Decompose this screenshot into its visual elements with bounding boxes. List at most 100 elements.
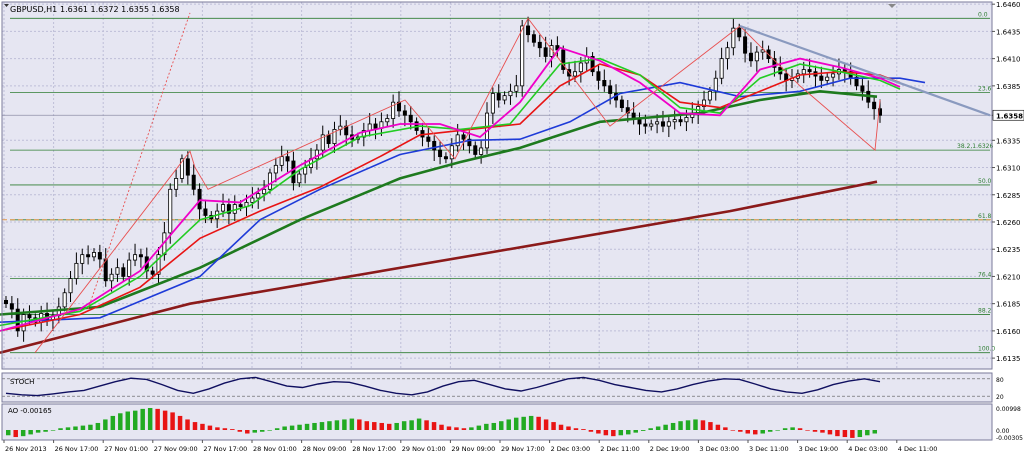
collapse-arrow-icon[interactable] (4, 4, 9, 7)
ao-bar (416, 418, 422, 430)
candle-body (297, 173, 302, 184)
ao-bar (835, 430, 840, 437)
fib-level-label: 23.6 (978, 85, 992, 92)
fib-level-label: 50.0 (978, 178, 992, 185)
ao-bar (678, 421, 683, 430)
ao-bar (790, 427, 795, 430)
time-tick-label: 2 Dec 19:00 (650, 445, 690, 453)
ao-bar (812, 430, 818, 432)
ao-bar (334, 420, 340, 430)
candle-body (819, 75, 824, 81)
candle-body (672, 119, 677, 123)
time-tick-label: 2 Dec 03:00 (551, 445, 591, 453)
time-tick-label: 27 Nov 17:00 (203, 445, 247, 453)
candle-body (807, 69, 812, 73)
candle-body (197, 188, 202, 210)
price-tick-label: 1.6410 (996, 56, 1021, 64)
zigzag (34, 12, 991, 353)
time-tick-label: 3 Dec 11:00 (749, 445, 789, 453)
candle-body (526, 25, 531, 36)
ao-bar (700, 420, 706, 430)
candle-body (772, 58, 777, 68)
candle-body (21, 314, 26, 332)
candle-body (408, 114, 413, 123)
ao-bar (162, 410, 168, 430)
ma-slowest-line (0, 180, 878, 354)
time-tick-label: 3 Dec 19:00 (799, 445, 839, 453)
candle-body (537, 41, 542, 49)
stochastic-panel[interactable] (2, 373, 992, 402)
ao-bar (259, 430, 265, 432)
ao-bar (461, 428, 467, 430)
candle-body (179, 158, 184, 179)
ao-bar (536, 416, 541, 430)
ao-bar (35, 430, 41, 433)
ao-bar (43, 430, 48, 432)
ma-fast-green-line (0, 57, 901, 327)
candle-body (373, 123, 378, 129)
candle-body (531, 34, 536, 43)
ma-slow-line (0, 89, 878, 316)
fib-level-label: 38.2,1.6326 (957, 143, 993, 150)
candle-body (191, 174, 196, 190)
candle-body (138, 254, 143, 258)
ao-bar (506, 419, 511, 430)
time-tick-label: 26 Nov 17:00 (55, 445, 99, 453)
ao-bar (663, 424, 668, 430)
ao-bar (797, 428, 803, 430)
candle-body (490, 93, 495, 114)
ao-bar (745, 430, 751, 434)
ao-bar (297, 424, 302, 430)
ao-bar (155, 408, 160, 430)
ao-bar (80, 425, 86, 430)
ao-bar (409, 420, 414, 430)
candle-body (572, 71, 577, 77)
candle-body (226, 204, 231, 214)
candle-body (250, 197, 255, 203)
shift-marker-icon[interactable] (888, 4, 896, 8)
candle-body (731, 27, 736, 49)
ao-bar (543, 419, 549, 430)
candle-body (725, 47, 730, 60)
ao-bar (386, 423, 392, 430)
fib-level-label: 76.4 (978, 272, 992, 279)
grid (2, 2, 992, 369)
time-tick-label: 28 Nov 17:00 (352, 445, 396, 453)
candle-body (438, 149, 443, 158)
candle-body (150, 270, 155, 275)
candle-body (203, 208, 208, 216)
time-tick-label: 29 Nov 17:00 (501, 445, 545, 453)
ao-scale-label: 0.00 (996, 428, 1010, 435)
time-tick-label: 28 Nov 01:00 (253, 445, 297, 453)
candle-body (719, 58, 724, 79)
ao-bar (865, 430, 870, 436)
ao-bar (842, 430, 848, 438)
ao-bar (140, 408, 145, 430)
candle-body (238, 204, 243, 208)
ao-bar (693, 419, 698, 430)
time-axis: 26 Nov 2013 26 Nov 17:00 27 Nov 01:00 27 No… (3, 440, 937, 453)
candle-body (619, 99, 624, 109)
candle-body (279, 156, 284, 166)
candle-body (115, 267, 120, 275)
ao-bar (65, 427, 71, 430)
stoch-level-label: 80 (996, 377, 1004, 384)
ao-bar (88, 424, 93, 430)
candle-body (473, 145, 478, 155)
ao-bar (170, 412, 175, 430)
ao-bar (753, 430, 758, 435)
candle-body (285, 156, 290, 162)
ao-bar (215, 427, 220, 430)
candle-body (9, 303, 14, 310)
ao-bar (73, 426, 78, 430)
ao-bar (551, 422, 556, 430)
ao-bar (327, 421, 332, 430)
current-price-box (992, 109, 1024, 121)
price-panel[interactable] (2, 2, 992, 369)
candle-body (660, 121, 665, 127)
ao-bar (685, 420, 691, 430)
ao-bar (476, 425, 482, 430)
candle-body (303, 167, 308, 175)
